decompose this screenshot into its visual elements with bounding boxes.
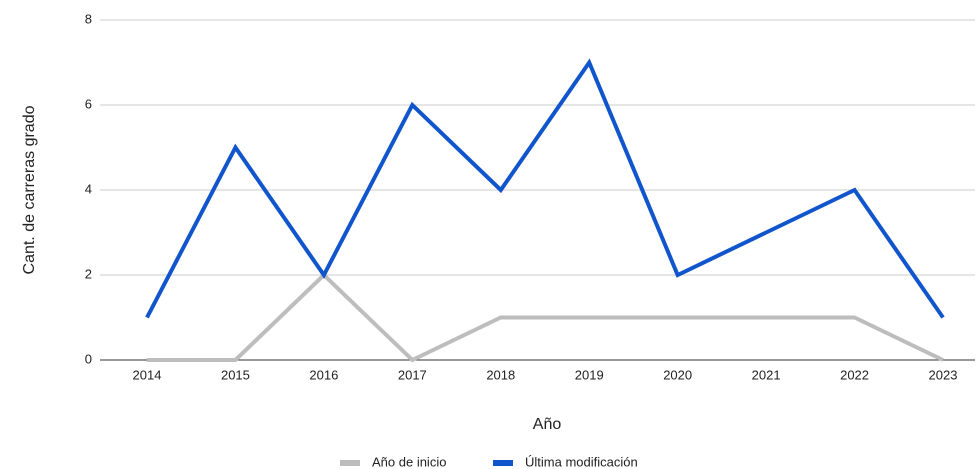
series-line [147, 272, 944, 363]
legend-swatch [340, 460, 360, 466]
x-axis-title: Año [533, 416, 562, 433]
y-tick-label: 0 [85, 351, 92, 366]
legend-swatch [493, 460, 513, 466]
y-tick-label: 6 [85, 96, 92, 111]
x-tick-label: 2017 [398, 367, 427, 382]
x-tick-label: 2016 [309, 367, 338, 382]
x-tick-label: 2018 [486, 367, 515, 382]
legend-label: Año de inicio [372, 454, 446, 469]
series-line [145, 58, 945, 319]
legend-label: Última modificación [525, 454, 638, 469]
x-tick-label: 2014 [133, 367, 162, 382]
x-tick-label: 2022 [840, 367, 869, 382]
x-tick-label: 2019 [575, 367, 604, 382]
y-axis-title: Cant. de carreras grado [21, 105, 38, 274]
y-tick-label: 4 [85, 181, 92, 196]
y-tick-label: 8 [85, 11, 92, 26]
x-tick-label: 2021 [752, 367, 781, 382]
x-tick-label: 2020 [663, 367, 692, 382]
y-tick-label: 2 [85, 266, 92, 281]
x-tick-label: 2023 [929, 367, 958, 382]
x-tick-label: 2015 [221, 367, 250, 382]
